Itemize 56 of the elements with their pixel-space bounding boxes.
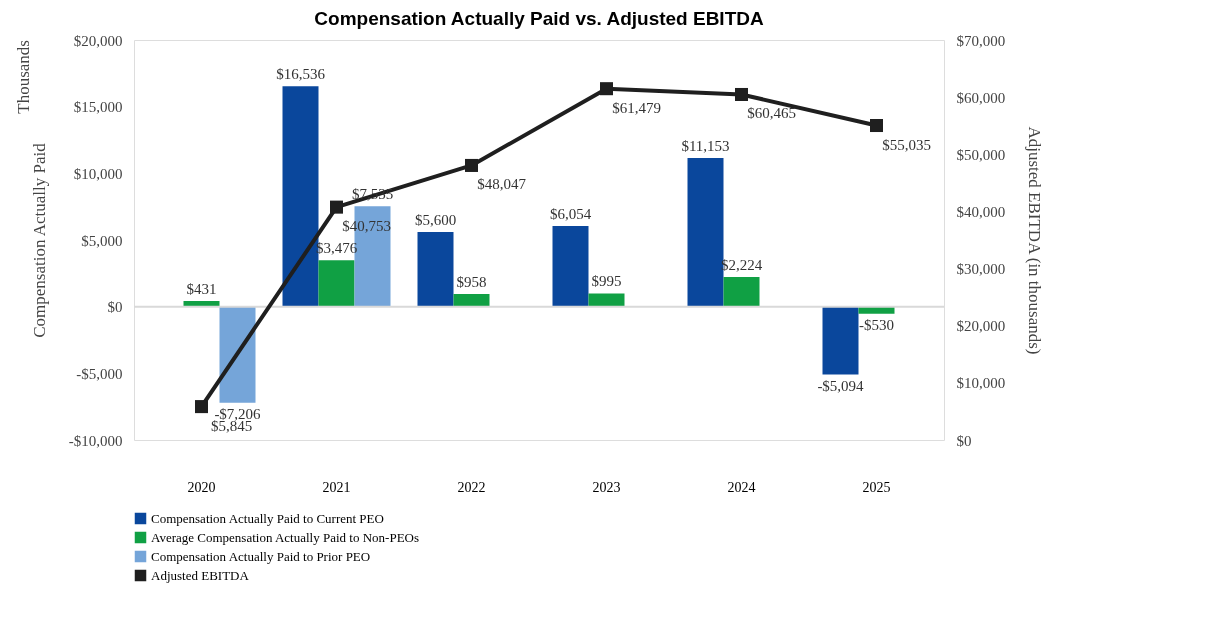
legend-label: Average Compensation Actually Paid to Non-PEOs [151,529,420,545]
bar [723,277,760,307]
x-tick-label: 2020 [187,479,216,495]
chart-title: Compensation Actually Paid vs. Adjusted EBITDA [314,8,764,29]
y2-axis-title: Adjusted EBITDA (in thousands) [1025,126,1045,355]
bar [552,225,589,307]
point [194,400,209,414]
bar [588,293,625,307]
y2-tick-label: $50,000 [956,146,1006,163]
data-label: $5,600 [414,212,457,228]
y2-tick-label: $70,000 [956,32,1006,49]
bar [318,260,355,307]
x-tick-label: 2025 [862,479,891,495]
x-tick-label: 2023 [592,479,621,495]
bar [417,232,454,307]
data-label: $995 [591,273,622,290]
bar [822,306,859,375]
y2-tick-label: $30,000 [956,261,1006,278]
data-label: $48,047 [477,176,527,193]
data-label: -$5,094 [817,377,865,394]
legend-label: Compensation Actually Paid to Current PEO [151,510,384,526]
y-tick-label: $15,000 [73,99,123,116]
y2-tick-label: $20,000 [956,318,1006,335]
y-tick-label: -$10,000 [68,432,123,449]
y-axis-title: Compensation Actually Paid [29,142,49,338]
y2-tick-label: $0 [956,432,972,449]
data-label: $11,153 [681,137,730,154]
data-label: $16,536 [276,66,326,83]
data-label: $60,465 [747,105,796,122]
data-label: -$530 [859,316,894,333]
y-tick-label: -$5,000 [76,365,123,382]
legend-label: Adjusted EBITDA [151,567,250,583]
point [599,82,614,96]
y-tick-label: $5,000 [81,232,123,249]
bar [453,293,490,307]
point [329,200,344,214]
data-label: $61,479 [612,99,661,116]
data-label: $55,035 [882,136,931,153]
bar [219,306,256,403]
point [869,119,884,133]
legend-label: Compensation Actually Paid to Prior PEO [151,548,371,564]
point [464,158,479,172]
text: Thousands [14,40,33,114]
data-label: $431 [186,280,217,297]
x-tick-label: 2024 [727,479,756,495]
data-label: $6,054 [549,205,592,222]
data-label: $958 [456,273,487,290]
y-tick-label: $0 [107,299,123,316]
x-tick-label: 2022 [457,479,486,495]
y2-tick-label: $10,000 [956,375,1006,392]
y-tick-label: $20,000 [73,32,123,49]
point [734,87,749,101]
y2-tick-label: $60,000 [956,89,1006,106]
y-tick-label: $10,000 [73,165,123,182]
y2-tick-label: $40,000 [956,203,1006,220]
x-tick-label: 2021 [322,479,351,495]
